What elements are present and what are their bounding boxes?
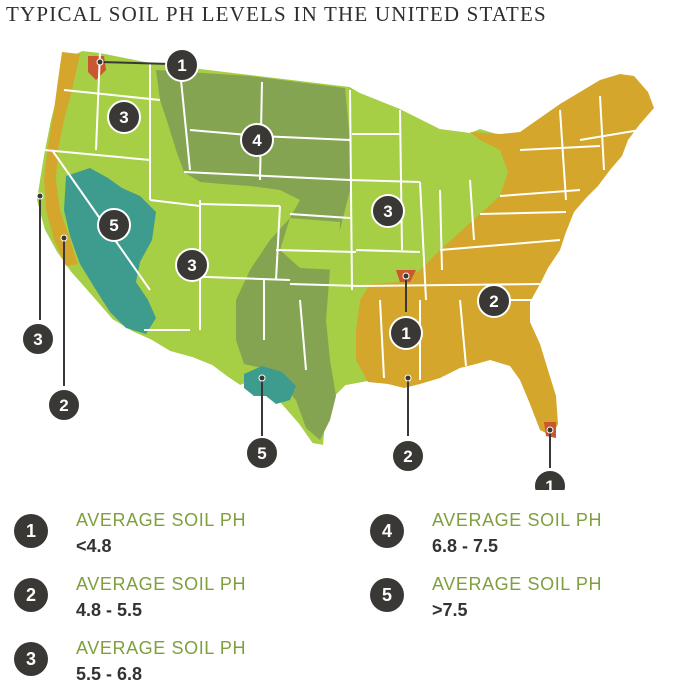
map-marker-il-3: 3 bbox=[371, 194, 405, 228]
region-ph2-west bbox=[44, 52, 80, 266]
svg-text:2: 2 bbox=[489, 292, 498, 311]
map-marker-nv-5: 5 bbox=[97, 208, 131, 242]
svg-text:3: 3 bbox=[33, 330, 42, 349]
svg-text:3: 3 bbox=[383, 202, 392, 221]
svg-text:5: 5 bbox=[109, 216, 118, 235]
map-marker-ca-2: 2 bbox=[47, 388, 81, 422]
map-marker-or-3: 3 bbox=[107, 100, 141, 134]
legend-badge: 2 bbox=[14, 578, 48, 612]
legend-range: >7.5 bbox=[432, 600, 468, 620]
region-ph3-ks bbox=[280, 218, 340, 270]
map-marker-tx-5: 5 bbox=[245, 436, 279, 470]
legend-range: 6.8 - 7.5 bbox=[432, 536, 499, 556]
map-marker-fl-1: 1 bbox=[533, 469, 567, 490]
legend-label: AVERAGE SOIL PH bbox=[432, 510, 603, 530]
map-marker-ca-3: 3 bbox=[21, 322, 55, 356]
marker-leader-dots bbox=[36, 58, 554, 434]
svg-text:2: 2 bbox=[59, 396, 68, 415]
map-marker-la-2: 2 bbox=[391, 439, 425, 473]
legend-label: AVERAGE SOIL PH bbox=[432, 574, 603, 594]
legend-badge: 1 bbox=[14, 514, 48, 548]
legend-label: AVERAGE SOIL PH bbox=[76, 638, 247, 658]
map-marker-wy-4: 4 bbox=[240, 123, 274, 157]
legend-badge: 5 bbox=[370, 578, 404, 612]
region-ph5-texas bbox=[244, 366, 296, 404]
map-marker-wa-1: 1 bbox=[165, 48, 199, 82]
svg-text:1: 1 bbox=[401, 324, 410, 343]
svg-text:3: 3 bbox=[187, 256, 196, 275]
legend-label: AVERAGE SOIL PH bbox=[76, 510, 247, 530]
legend-badge: 3 bbox=[14, 642, 48, 676]
svg-text:4: 4 bbox=[252, 131, 262, 150]
svg-text:1: 1 bbox=[545, 477, 554, 490]
marker-leader-lines bbox=[39, 61, 551, 468]
svg-text:1: 1 bbox=[177, 56, 186, 75]
legend-range: 5.5 - 6.8 bbox=[76, 664, 143, 684]
legend-range: 4.8 - 5.5 bbox=[76, 600, 143, 620]
region-ph5-basin bbox=[64, 168, 156, 334]
map-marker-ga-2: 2 bbox=[477, 284, 511, 318]
svg-text:2: 2 bbox=[403, 447, 412, 466]
map-title: TYPICAL SOIL PH LEVELS IN THE UNITED STA… bbox=[6, 2, 547, 26]
legend-badge: 4 bbox=[370, 514, 404, 548]
svg-text:5: 5 bbox=[257, 444, 266, 463]
map-marker-ms-1: 1 bbox=[389, 316, 423, 350]
us-soil-ph-map: 1 3 4 5 3 3 2 1 3 2 5 2 1 bbox=[21, 48, 656, 490]
region-ph2-east bbox=[356, 74, 654, 436]
legend-range: <4.8 bbox=[76, 536, 112, 556]
legend-label: AVERAGE SOIL PH bbox=[76, 574, 247, 594]
map-marker-az-3: 3 bbox=[175, 248, 209, 282]
svg-text:3: 3 bbox=[119, 108, 128, 127]
region-ph4 bbox=[156, 70, 350, 440]
